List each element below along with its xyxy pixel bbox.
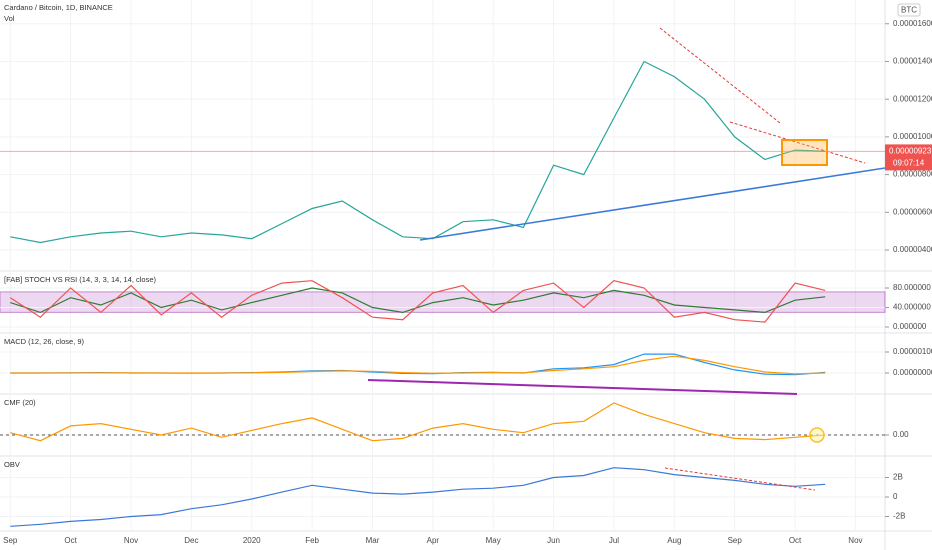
y-tick-label: 0.00 bbox=[893, 430, 909, 439]
series-line bbox=[10, 60, 826, 244]
x-tick-label: Dec bbox=[184, 536, 198, 545]
y-tick-label: 40.000000 bbox=[893, 303, 931, 312]
last-price-label: 0.00000923 bbox=[889, 147, 932, 156]
y-tick-label: 0.00001000 bbox=[893, 132, 932, 141]
y-tick-label: 0.00001200 bbox=[893, 94, 932, 103]
highlight bbox=[809, 427, 825, 443]
x-tick-label: Feb bbox=[305, 536, 319, 545]
y-tick-label: -2B bbox=[893, 512, 905, 521]
x-tick-label: Oct bbox=[64, 536, 77, 545]
series-line bbox=[10, 467, 826, 527]
x-tick-label: Nov bbox=[848, 536, 862, 545]
x-tick-label: Sep bbox=[3, 536, 18, 545]
y-tick-label: 0.00000400 bbox=[893, 245, 932, 254]
y-tick-label: 0.000000 bbox=[893, 322, 927, 331]
y-tick-label: 0.00000600 bbox=[893, 207, 932, 216]
last-price-box bbox=[885, 144, 932, 171]
panel-title: [FAB] STOCH VS RSI (14, 3, 3, 14, 14, cl… bbox=[4, 275, 157, 284]
trendline bbox=[659, 27, 781, 124]
currency: BTC bbox=[901, 6, 917, 15]
x-tick-label: Oct bbox=[789, 536, 802, 545]
x-tick-label: Sep bbox=[728, 536, 743, 545]
panel-title: CMF (20) bbox=[4, 398, 36, 407]
x-tick-label: Aug bbox=[667, 536, 681, 545]
range-box bbox=[781, 139, 828, 166]
y-tick-label: 80.000000 bbox=[893, 283, 931, 292]
y-tick-label: 0 bbox=[893, 492, 898, 501]
panel-title: OBV bbox=[4, 460, 20, 469]
band bbox=[0, 291, 886, 313]
trendline bbox=[729, 121, 866, 164]
panel-subtitle: Vol bbox=[4, 14, 15, 23]
series-line bbox=[10, 402, 826, 442]
x-tick-label: Apr bbox=[427, 536, 440, 545]
divergence-line bbox=[367, 379, 798, 395]
panel-title: MACD (12, 26, close, 9) bbox=[4, 337, 85, 346]
y-tick-label: 2B bbox=[893, 473, 903, 482]
x-tick-label: Jul bbox=[609, 536, 619, 545]
x-tick-label: May bbox=[486, 536, 501, 545]
y-tick-label: 0.00000000 bbox=[893, 368, 932, 377]
y-tick-label: 0.00000800 bbox=[893, 170, 932, 179]
trendline bbox=[419, 167, 886, 241]
y-tick-label: 0.00001400 bbox=[893, 57, 932, 66]
panel-title: Cardano / Bitcoin, 1D, BINANCE bbox=[4, 3, 113, 12]
series-line bbox=[10, 355, 826, 375]
countdown: 09:07:14 bbox=[893, 159, 925, 168]
x-tick-label: Nov bbox=[124, 536, 138, 545]
x-tick-label: Jun bbox=[547, 536, 560, 545]
drawings bbox=[367, 27, 886, 491]
x-tick-label: 2020 bbox=[243, 536, 261, 545]
series-line bbox=[9, 280, 826, 323]
x-tick-label: Mar bbox=[366, 536, 380, 545]
y-tick-label: 0.00000100 bbox=[893, 347, 932, 356]
trendline bbox=[664, 467, 816, 491]
currency-box[interactable] bbox=[897, 3, 921, 17]
y-tick-label: 0.00001600 bbox=[893, 19, 932, 28]
